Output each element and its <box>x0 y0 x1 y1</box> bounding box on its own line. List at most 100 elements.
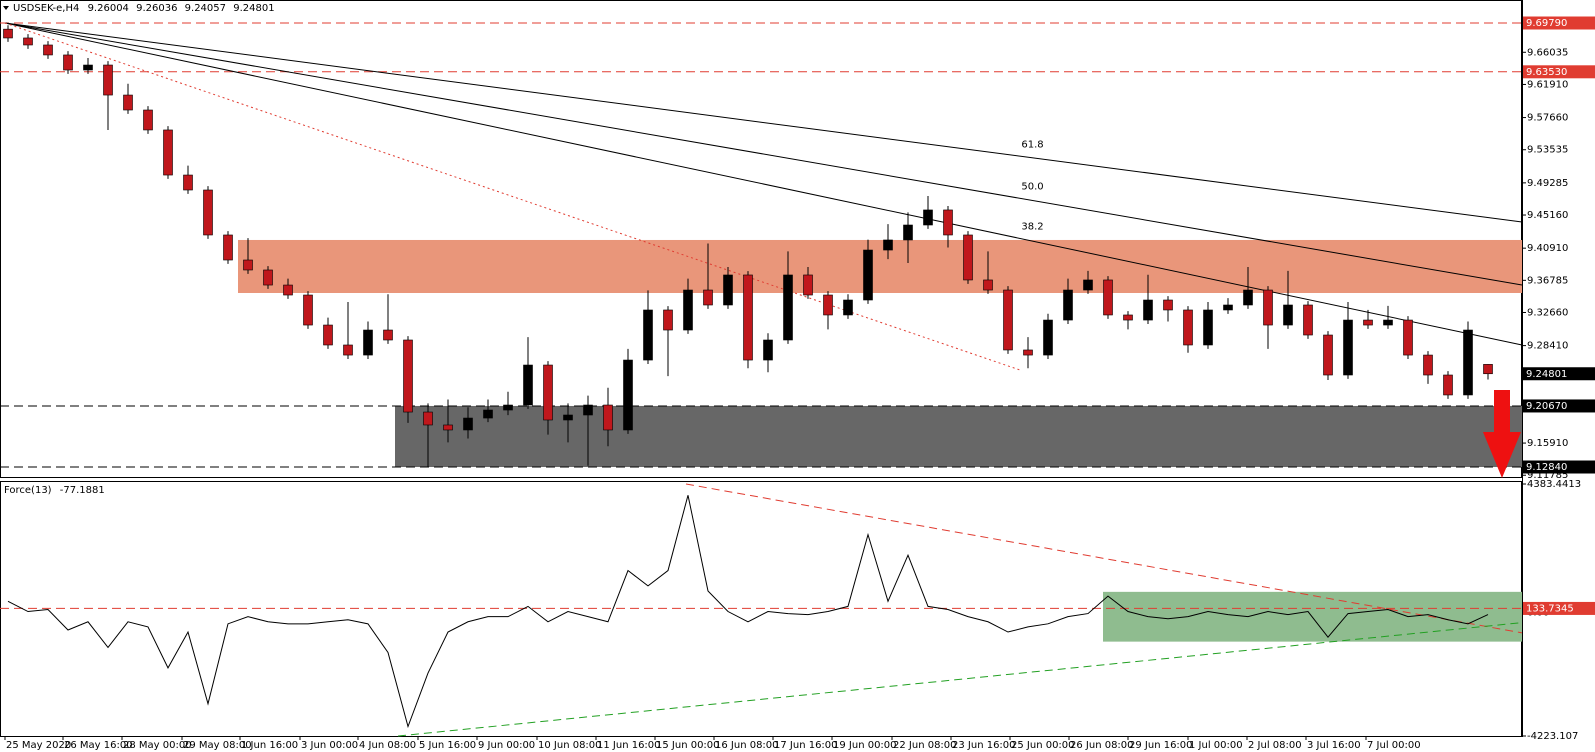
x-tick-label: 11 Jun 16:00 <box>597 740 661 751</box>
level-label: 9.63530 <box>1526 67 1567 78</box>
header-close: 9.24801 <box>233 3 274 14</box>
level-label-box <box>1523 65 1595 79</box>
back-layer: 9.66035 9.61910 9.57660 9.53535 9.49285 9.451… <box>4 47 1581 751</box>
menu-icon <box>3 6 9 10</box>
y-tick-label: 9.49285 <box>1527 178 1568 189</box>
candle-body <box>143 109 153 131</box>
candle-body <box>443 424 453 431</box>
x-tick-label: 25 Jun 00:00 <box>1011 740 1075 751</box>
candle-body <box>1123 314 1133 321</box>
candle-body <box>223 234 233 261</box>
candle-body <box>663 309 673 331</box>
fib-label: 38.2 <box>1021 222 1043 233</box>
front-layer: 9.69790 9.63530 9.20670 9.12840 61.8 50.0 38.2… <box>1021 0 1595 737</box>
candle-body <box>683 289 693 331</box>
x-tick-label: 4 Jun 08:00 <box>359 740 416 751</box>
candle-body <box>483 409 493 419</box>
candle-body <box>583 404 593 416</box>
candle-body <box>703 289 713 306</box>
x-tick-label: 29 May 08:00 <box>183 740 252 751</box>
candle-body <box>1223 304 1233 311</box>
x-tick-label: 3 Jul 16:00 <box>1307 740 1361 751</box>
fib-label: 50.0 <box>1021 182 1043 193</box>
candle-body <box>1343 319 1353 376</box>
x-tick-label: 9 Jun 00:00 <box>478 740 535 751</box>
candle-body <box>1403 319 1413 356</box>
candle-body <box>1003 289 1013 351</box>
trend-line <box>4 22 1523 286</box>
x-tick-label: 23 Jun 16:00 <box>952 740 1016 751</box>
candle-body <box>163 129 173 176</box>
y-tick-label: 9.66035 <box>1527 47 1568 58</box>
candle-body <box>1183 309 1193 346</box>
candle-body <box>623 359 633 431</box>
price-header: USDSEK-e,H4 9.26004 9.26036 9.24057 9.24… <box>13 3 275 14</box>
y-tick-label: 9.61910 <box>1527 79 1568 90</box>
level-label-box <box>1523 399 1595 413</box>
candle-body <box>903 224 913 241</box>
candle-body <box>843 299 853 316</box>
candle-body <box>43 44 53 56</box>
indicator-value: -77.1881 <box>60 485 105 496</box>
candle-body <box>883 239 893 251</box>
candle-body <box>1363 319 1373 326</box>
level-label-box <box>1523 460 1595 474</box>
x-tick-label: 25 May 2020 <box>6 740 71 751</box>
candle-body <box>563 414 573 421</box>
y-tick-label: 4383.4413 <box>1527 479 1581 490</box>
candle-body <box>423 411 433 426</box>
candle-body <box>323 324 333 346</box>
header-low: 9.24057 <box>185 3 226 14</box>
x-tick-label: 19 Jun 00:00 <box>833 740 897 751</box>
candle-body <box>1103 279 1113 316</box>
candle-body <box>963 234 973 281</box>
candle-body <box>183 174 193 191</box>
x-tick-label: 1 Jun 16:00 <box>241 740 298 751</box>
symbol: USDSEK-e,H4 <box>13 3 79 14</box>
candle-body <box>543 364 553 421</box>
candle-body <box>1243 289 1253 306</box>
x-tick-label: 28 May 00:00 <box>123 740 192 751</box>
y-tick-label: 9.45160 <box>1527 210 1568 221</box>
trend-line <box>397 622 1523 737</box>
x-tick-label: 3 Jun 00:00 <box>301 740 358 751</box>
candle-body <box>983 279 993 291</box>
y-tick-label: -4223.107 <box>1527 731 1578 742</box>
candle-body <box>1043 319 1053 356</box>
y-tick-label: 9.36785 <box>1527 275 1568 286</box>
candle-body <box>263 269 273 286</box>
trend-line <box>4 22 1021 371</box>
header-high: 9.26036 <box>136 3 177 14</box>
candle-body <box>923 209 933 226</box>
force-header: Force(13) -77.1881 <box>4 485 105 496</box>
force-line <box>7 495 1489 729</box>
y-tick-label: 9.32660 <box>1527 307 1568 318</box>
zone <box>395 405 1522 468</box>
y-tick-label: 9.40910 <box>1527 243 1568 254</box>
x-tick-label: 15 Jun 00:00 <box>656 740 720 751</box>
candle-body <box>1023 349 1033 356</box>
x-tick-label: 7 Jul 00:00 <box>1367 740 1421 751</box>
candle-body <box>23 37 33 46</box>
candle-body <box>943 209 953 236</box>
candle-body <box>1283 304 1293 326</box>
indicator-name: Force(13) <box>4 485 52 496</box>
y-tick-label: 9.28410 <box>1527 341 1568 352</box>
candle-body <box>1483 364 1493 375</box>
down-arrow <box>1483 390 1521 478</box>
candle-body <box>1383 319 1393 326</box>
candle-body <box>823 294 833 316</box>
level-label-box <box>1523 16 1595 30</box>
price-label: 9.24801 <box>1526 369 1567 380</box>
candle-body <box>743 274 753 361</box>
header-open: 9.26004 <box>88 3 129 14</box>
candle-body <box>1423 354 1433 376</box>
mid-layer <box>0 22 1523 737</box>
candle-body <box>303 294 313 326</box>
level-label: 133.7345 <box>1526 603 1574 614</box>
trend-line <box>4 22 1523 223</box>
level-label: 9.20670 <box>1526 401 1567 412</box>
x-tick-label: 2 Jul 08:00 <box>1248 740 1302 751</box>
candle-body <box>603 404 613 431</box>
level-label: 9.69790 <box>1526 18 1567 29</box>
